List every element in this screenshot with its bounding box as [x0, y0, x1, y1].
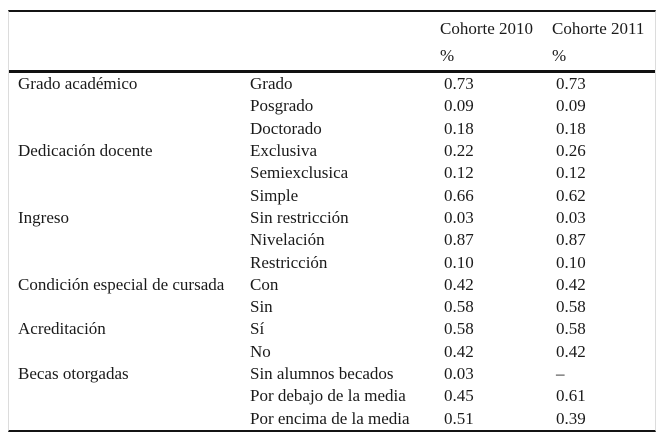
subcategory-cell: Simple [250, 185, 299, 205]
header-cohort-2010: Cohorte 2010 % [431, 12, 543, 70]
table-row: Dedicación docente Exclusiva 0.22 0.26 [9, 140, 655, 162]
table-row: Restricción 0.10 0.10 [9, 252, 655, 274]
category-cell: Dedicación docente [18, 140, 153, 160]
table-body: Grado académico Grado 0.73 0.73 Posgrado 0.09… [9, 73, 655, 430]
subcategory-cell: Doctorado [250, 118, 322, 138]
cohort-2011-label: Cohorte 2011 [552, 19, 645, 38]
table-row: Posgrado 0.09 0.09 [9, 95, 655, 117]
cohort-2011-cell: 0.26 [556, 140, 586, 160]
cohort-2010-cell: 0.51 [444, 408, 474, 428]
cohort-2011-cell: 0.42 [556, 341, 586, 361]
table-row: Acreditación Sí 0.58 0.58 [9, 318, 655, 340]
table-row: Semiexclusica 0.12 0.12 [9, 162, 655, 184]
cohort-2010-cell: 0.03 [444, 207, 474, 227]
data-table: Cohorte 2010 % Cohorte 2011 % Grado acad… [8, 10, 656, 432]
table-row: Nivelación 0.87 0.87 [9, 229, 655, 251]
category-cell: Condición especial de cursada [18, 274, 225, 294]
subcategory-cell: Semiexclusica [250, 163, 349, 183]
category-cell [9, 385, 241, 407]
category-cell [9, 118, 241, 140]
table-row: Doctorado 0.18 0.18 [9, 118, 655, 140]
table-row: Becas otorgadas Sin alumnos becados 0.03 – [9, 363, 655, 385]
cohort-2010-cell: 0.73 [444, 74, 474, 93]
category-cell [9, 162, 241, 184]
table-header-row: Cohorte 2010 % Cohorte 2011 % [9, 12, 655, 73]
subcategory-cell: Por encima de la media [250, 408, 410, 428]
subcategory-cell: Con [250, 274, 279, 294]
category-cell: Grado académico [18, 74, 138, 93]
category-cell [9, 341, 241, 363]
subcategory-cell: Sin restricción [250, 207, 349, 227]
cohort-2010-cell: 0.42 [444, 341, 474, 361]
table-row: Por encima de la media 0.51 0.39 [9, 408, 655, 430]
subcategory-cell: Posgrado [250, 96, 314, 116]
category-cell [9, 185, 241, 207]
cohort-2011-cell: 0.58 [556, 297, 586, 317]
subcategory-cell: Sí [250, 319, 265, 339]
cohort-2011-cell: 0.58 [556, 319, 586, 339]
subcategory-cell: Grado [250, 74, 293, 93]
table-row: Grado académico Grado 0.73 0.73 [9, 73, 655, 95]
subcategory-cell: Restricción [250, 252, 328, 272]
table-row: Ingreso Sin restricción 0.03 0.03 [9, 207, 655, 229]
category-cell [9, 408, 241, 430]
cohort-2011-cell: – [556, 364, 565, 384]
cohort-2011-cell: 0.03 [556, 207, 586, 227]
cohort-2011-cell: 0.12 [556, 163, 586, 183]
subcategory-cell: Sin [250, 297, 273, 317]
category-cell [9, 95, 241, 117]
cohort-2010-cell: 0.42 [444, 274, 474, 294]
cohort-2011-cell: 0.87 [556, 230, 586, 250]
cohort-2011-cell: 0.10 [556, 252, 586, 272]
cohort-2011-cell: 0.62 [556, 185, 586, 205]
cohort-2011-cell: 0.42 [556, 274, 586, 294]
cohort-2011-cell: 0.61 [556, 386, 586, 406]
cohort-2011-cell: 0.39 [556, 408, 586, 428]
cohort-2011-cell: 0.18 [556, 118, 586, 138]
category-cell [9, 252, 241, 274]
table-row: No 0.42 0.42 [9, 341, 655, 363]
cohort-2010-cell: 0.10 [444, 252, 474, 272]
cohort-2010-cell: 0.09 [444, 96, 474, 116]
subcategory-cell: No [250, 341, 271, 361]
cohort-2010-cell: 0.22 [444, 140, 474, 160]
cohort-2010-cell: 0.45 [444, 386, 474, 406]
cohort-2010-cell: 0.87 [444, 230, 474, 250]
cohort-2010-unit: % [440, 46, 455, 65]
header-category-column [9, 12, 241, 70]
category-cell: Acreditación [18, 319, 106, 339]
table-row: Condición especial de cursada Con 0.42 0.42 [9, 274, 655, 296]
category-cell: Ingreso [18, 207, 69, 227]
cohort-2010-cell: 0.18 [444, 118, 474, 138]
cohort-2010-label: Cohorte 2010 [440, 19, 534, 38]
cohort-2010-cell: 0.66 [444, 185, 474, 205]
subcategory-cell: Nivelación [250, 230, 325, 250]
table-row: Simple 0.66 0.62 [9, 185, 655, 207]
subcategory-cell: Exclusiva [250, 140, 318, 160]
cohort-2011-cell: 0.73 [556, 74, 586, 93]
cohort-2010-cell: 0.58 [444, 319, 474, 339]
cohort-2010-cell: 0.58 [444, 297, 474, 317]
subcategory-cell: Sin alumnos becados [250, 364, 394, 384]
table-row: Por debajo de la media 0.45 0.61 [9, 385, 655, 407]
category-cell: Becas otorgadas [18, 364, 129, 384]
header-subcategory-column [241, 12, 431, 70]
cohort-2011-cell: 0.09 [556, 96, 586, 116]
category-cell [9, 296, 241, 318]
header-cohort-2011: Cohorte 2011 % [543, 12, 655, 70]
cohort-2010-cell: 0.12 [444, 163, 474, 183]
subcategory-cell: Por debajo de la media [250, 386, 406, 406]
cohort-2010-cell: 0.03 [444, 364, 474, 384]
table-row: Sin 0.58 0.58 [9, 296, 655, 318]
category-cell [9, 229, 241, 251]
cohort-2011-unit: % [552, 46, 567, 65]
